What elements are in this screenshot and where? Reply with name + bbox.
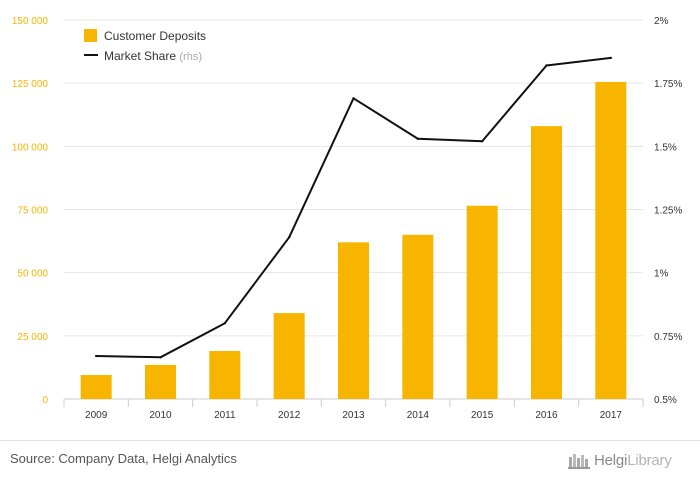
bar	[273, 313, 305, 399]
x-tick-label: 2016	[535, 410, 558, 421]
bar	[466, 205, 498, 399]
line-point	[94, 354, 98, 358]
y-left-tick-label: 125 000	[12, 79, 49, 90]
library-icon	[568, 454, 590, 469]
line-point	[352, 97, 355, 100]
y-right-tick-label: 1%	[654, 269, 669, 280]
x-tick-label: 2014	[407, 410, 430, 421]
line-point	[609, 56, 613, 60]
y-left-tick-label: 75 000	[17, 206, 48, 217]
x-tick-label: 2011	[214, 410, 236, 421]
y-right-tick-label: 1.25%	[654, 206, 682, 217]
brand-name-part1: Helgi	[594, 451, 628, 469]
y-right-tick-label: 0.5%	[654, 395, 677, 406]
bar	[531, 126, 562, 400]
line-point	[416, 137, 420, 140]
x-tick-label: 2012	[278, 410, 301, 421]
line-point	[287, 236, 291, 239]
brand-logo: HelgiLibrary	[568, 449, 672, 471]
legend-rhs-note: (rhs)	[179, 51, 202, 63]
legend-label-deposits: Customer Deposits	[104, 29, 206, 43]
x-tick-label: 2009	[85, 410, 108, 421]
legend-label-market-share: Market Share (rhs)	[104, 49, 202, 63]
footer-divider	[0, 440, 700, 441]
line-point	[159, 356, 162, 359]
y-left-tick-label: 100 000	[12, 142, 49, 153]
brand-name: HelgiLibrary	[594, 452, 672, 469]
y-right-tick-label: 2%	[654, 16, 669, 27]
y-right-tick-label: 1.75%	[654, 79, 682, 90]
y-left-tick-label: 25 000	[17, 332, 48, 343]
y-right-tick-label: 1.5%	[654, 142, 677, 153]
y-left-tick-label: 150 000	[12, 16, 49, 27]
legend-swatch-deposits	[84, 29, 97, 42]
y-right-tick-label: 0.75%	[654, 332, 682, 343]
line-point	[545, 64, 548, 67]
chart-svg: 0 25 000 50 000 75 000 100 000 125 000 150 000…	[12, 16, 683, 421]
bar	[209, 350, 241, 399]
bar	[145, 364, 176, 399]
line-point	[223, 322, 227, 325]
source-note: Source: Company Data, Helgi Analytics	[10, 451, 237, 466]
x-tick-label: 2015	[471, 410, 494, 421]
y-left-tick-label: 0	[42, 395, 48, 406]
bar	[402, 234, 434, 399]
x-tick-label: 2013	[342, 410, 365, 421]
line-point	[480, 140, 484, 143]
y-left-tick-label: 50 000	[17, 269, 48, 280]
x-tick-label: 2017	[600, 410, 623, 421]
x-tick-label: 2010	[149, 410, 172, 421]
bar	[338, 242, 369, 399]
brand-name-part2: Library	[627, 451, 672, 469]
bar	[80, 374, 112, 399]
bar	[595, 81, 627, 400]
